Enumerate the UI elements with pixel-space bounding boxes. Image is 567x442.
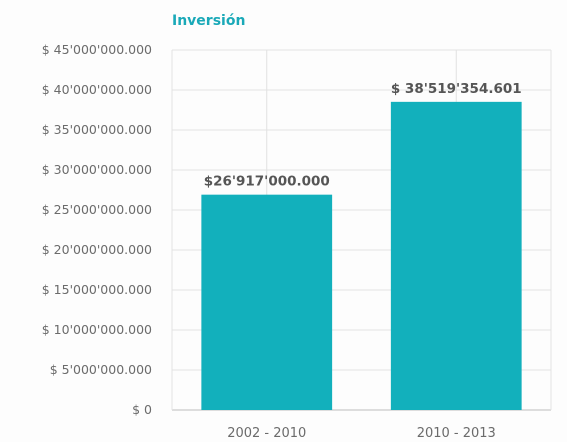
bar-data-label: $ 38'519'354.601 [391,81,522,97]
bar-data-label: $26'917'000.000 [204,174,330,190]
y-tick-label: $ 40'000'000.000 [42,82,152,97]
chart-title: Inversión [172,13,245,29]
y-tick-label: $ 30'000'000.000 [42,162,152,177]
chart-bars [201,102,521,410]
y-tick-label: $ 45'000'000.000 [42,42,152,57]
x-tick-label: 2002 - 2010 [227,426,306,441]
y-tick-label: $ 5'000'000.000 [50,362,152,377]
x-axis-tick-labels: 2002 - 2010 2010 - 2013 [227,426,496,441]
y-tick-label: $ 15'000'000.000 [42,282,152,297]
bar [391,102,522,410]
y-tick-label: $ 0 [132,402,152,417]
y-tick-label: $ 25'000'000.000 [42,202,152,217]
y-axis-tick-labels: $ 0 $ 5'000'000.000 $ 10'000'000.000 $ 15'0… [42,42,152,417]
bar [201,195,332,410]
y-tick-label: $ 20'000'000.000 [42,242,152,257]
x-tick-label: 2010 - 2013 [417,426,496,441]
y-tick-label: $ 35'000'000.000 [42,122,152,137]
y-tick-label: $ 10'000'000.000 [42,322,152,337]
